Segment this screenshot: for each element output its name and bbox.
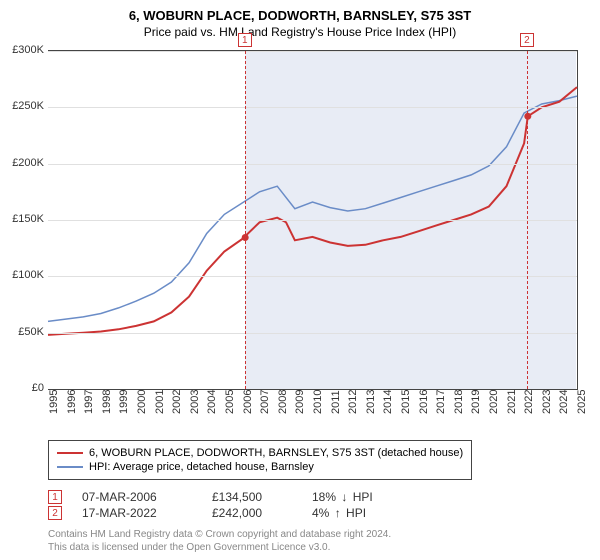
x-tick-label: 2019 xyxy=(470,390,482,414)
x-tick-label: 2003 xyxy=(189,390,201,414)
x-tick-label: 2020 xyxy=(488,390,500,414)
chart-plot-area: 12 xyxy=(48,50,578,390)
gridline xyxy=(48,164,577,165)
legend-row: 6, WOBURN PLACE, DODWORTH, BARNSLEY, S75… xyxy=(57,446,463,460)
x-tick-label: 1998 xyxy=(101,390,113,414)
x-tick-label: 2011 xyxy=(330,390,342,414)
y-tick-label: £50K xyxy=(18,326,44,338)
x-tick-label: 1995 xyxy=(48,390,60,414)
y-tick-label: £250K xyxy=(12,100,44,112)
legend-box: 6, WOBURN PLACE, DODWORTH, BARNSLEY, S75… xyxy=(48,440,472,480)
footer-line-1: Contains HM Land Registry data © Crown c… xyxy=(48,528,391,541)
x-tick-label: 2008 xyxy=(277,390,289,414)
sale-price: £134,500 xyxy=(212,490,292,504)
x-tick-label: 2007 xyxy=(259,390,271,414)
gridline xyxy=(48,51,577,52)
x-tick-label: 2021 xyxy=(506,390,518,414)
x-tick-label: 1996 xyxy=(66,390,78,414)
footer-attribution: Contains HM Land Registry data © Crown c… xyxy=(48,528,391,554)
sale-vs-hpi: 4% ↑ HPI xyxy=(312,506,366,520)
y-axis: £0£50K£100K£150K£200K£250K£300K xyxy=(0,50,48,390)
legend-label: 6, WOBURN PLACE, DODWORTH, BARNSLEY, S75… xyxy=(89,447,463,459)
sale-row: 2 17-MAR-2022 £242,000 4% ↑ HPI xyxy=(48,506,373,520)
footer-line-2: This data is licensed under the Open Gov… xyxy=(48,541,391,554)
x-axis: 1995 1996 1997 1998 1999 2000 2001 2002 2003 2004… xyxy=(48,390,578,440)
sale-date: 07-MAR-2006 xyxy=(82,490,192,504)
marker-badge: 1 xyxy=(238,33,252,47)
x-tick-label: 2022 xyxy=(523,390,535,414)
y-tick-label: £200K xyxy=(12,157,44,169)
x-tick-label: 2006 xyxy=(242,390,254,414)
series-line xyxy=(48,96,577,321)
sale-row: 1 07-MAR-2006 £134,500 18% ↓ HPI xyxy=(48,490,373,504)
x-tick-label: 2024 xyxy=(558,390,570,414)
x-tick-label: 2000 xyxy=(136,390,148,414)
sale-badge: 2 xyxy=(48,506,62,520)
x-tick-label: 2012 xyxy=(347,390,359,414)
x-tick-label: 2023 xyxy=(541,390,553,414)
y-tick-label: £150K xyxy=(12,213,44,225)
x-tick-label: 2016 xyxy=(418,390,430,414)
x-tick-label: 1999 xyxy=(118,390,130,414)
y-tick-label: £300K xyxy=(12,44,44,56)
sale-date: 17-MAR-2022 xyxy=(82,506,192,520)
y-tick-label: £0 xyxy=(32,382,44,394)
x-tick-label: 2005 xyxy=(224,390,236,414)
gridline xyxy=(48,220,577,221)
series-line xyxy=(48,87,577,335)
x-tick-label: 1997 xyxy=(83,390,95,414)
sale-vs-hpi: 18% ↓ HPI xyxy=(312,490,373,504)
x-tick-label: 2017 xyxy=(435,390,447,414)
x-tick-label: 2014 xyxy=(382,390,394,414)
marker-line xyxy=(245,51,246,389)
legend-swatch xyxy=(57,466,83,468)
gridline xyxy=(48,333,577,334)
x-tick-label: 2009 xyxy=(294,390,306,414)
marker-badge: 2 xyxy=(520,33,534,47)
legend-row: HPI: Average price, detached house, Barn… xyxy=(57,460,463,474)
gridline xyxy=(48,107,577,108)
chart-title: 6, WOBURN PLACE, DODWORTH, BARNSLEY, S75… xyxy=(0,8,600,23)
y-tick-label: £100K xyxy=(12,269,44,281)
x-tick-label: 2015 xyxy=(400,390,412,414)
chart-subtitle: Price paid vs. HM Land Registry's House … xyxy=(0,25,600,39)
marker-line xyxy=(527,51,528,389)
x-tick-label: 2013 xyxy=(365,390,377,414)
x-tick-label: 2002 xyxy=(171,390,183,414)
sale-price: £242,000 xyxy=(212,506,292,520)
x-tick-label: 2001 xyxy=(154,390,166,414)
x-tick-label: 2004 xyxy=(206,390,218,414)
x-tick-label: 2010 xyxy=(312,390,324,414)
sale-badge: 1 xyxy=(48,490,62,504)
legend-label: HPI: Average price, detached house, Barn… xyxy=(89,461,314,473)
gridline xyxy=(48,276,577,277)
sale-events: 1 07-MAR-2006 £134,500 18% ↓ HPI 2 17-MAR-202… xyxy=(48,488,373,522)
x-tick-label: 2018 xyxy=(453,390,465,414)
x-tick-label: 2025 xyxy=(576,390,588,414)
legend-swatch xyxy=(57,452,83,454)
